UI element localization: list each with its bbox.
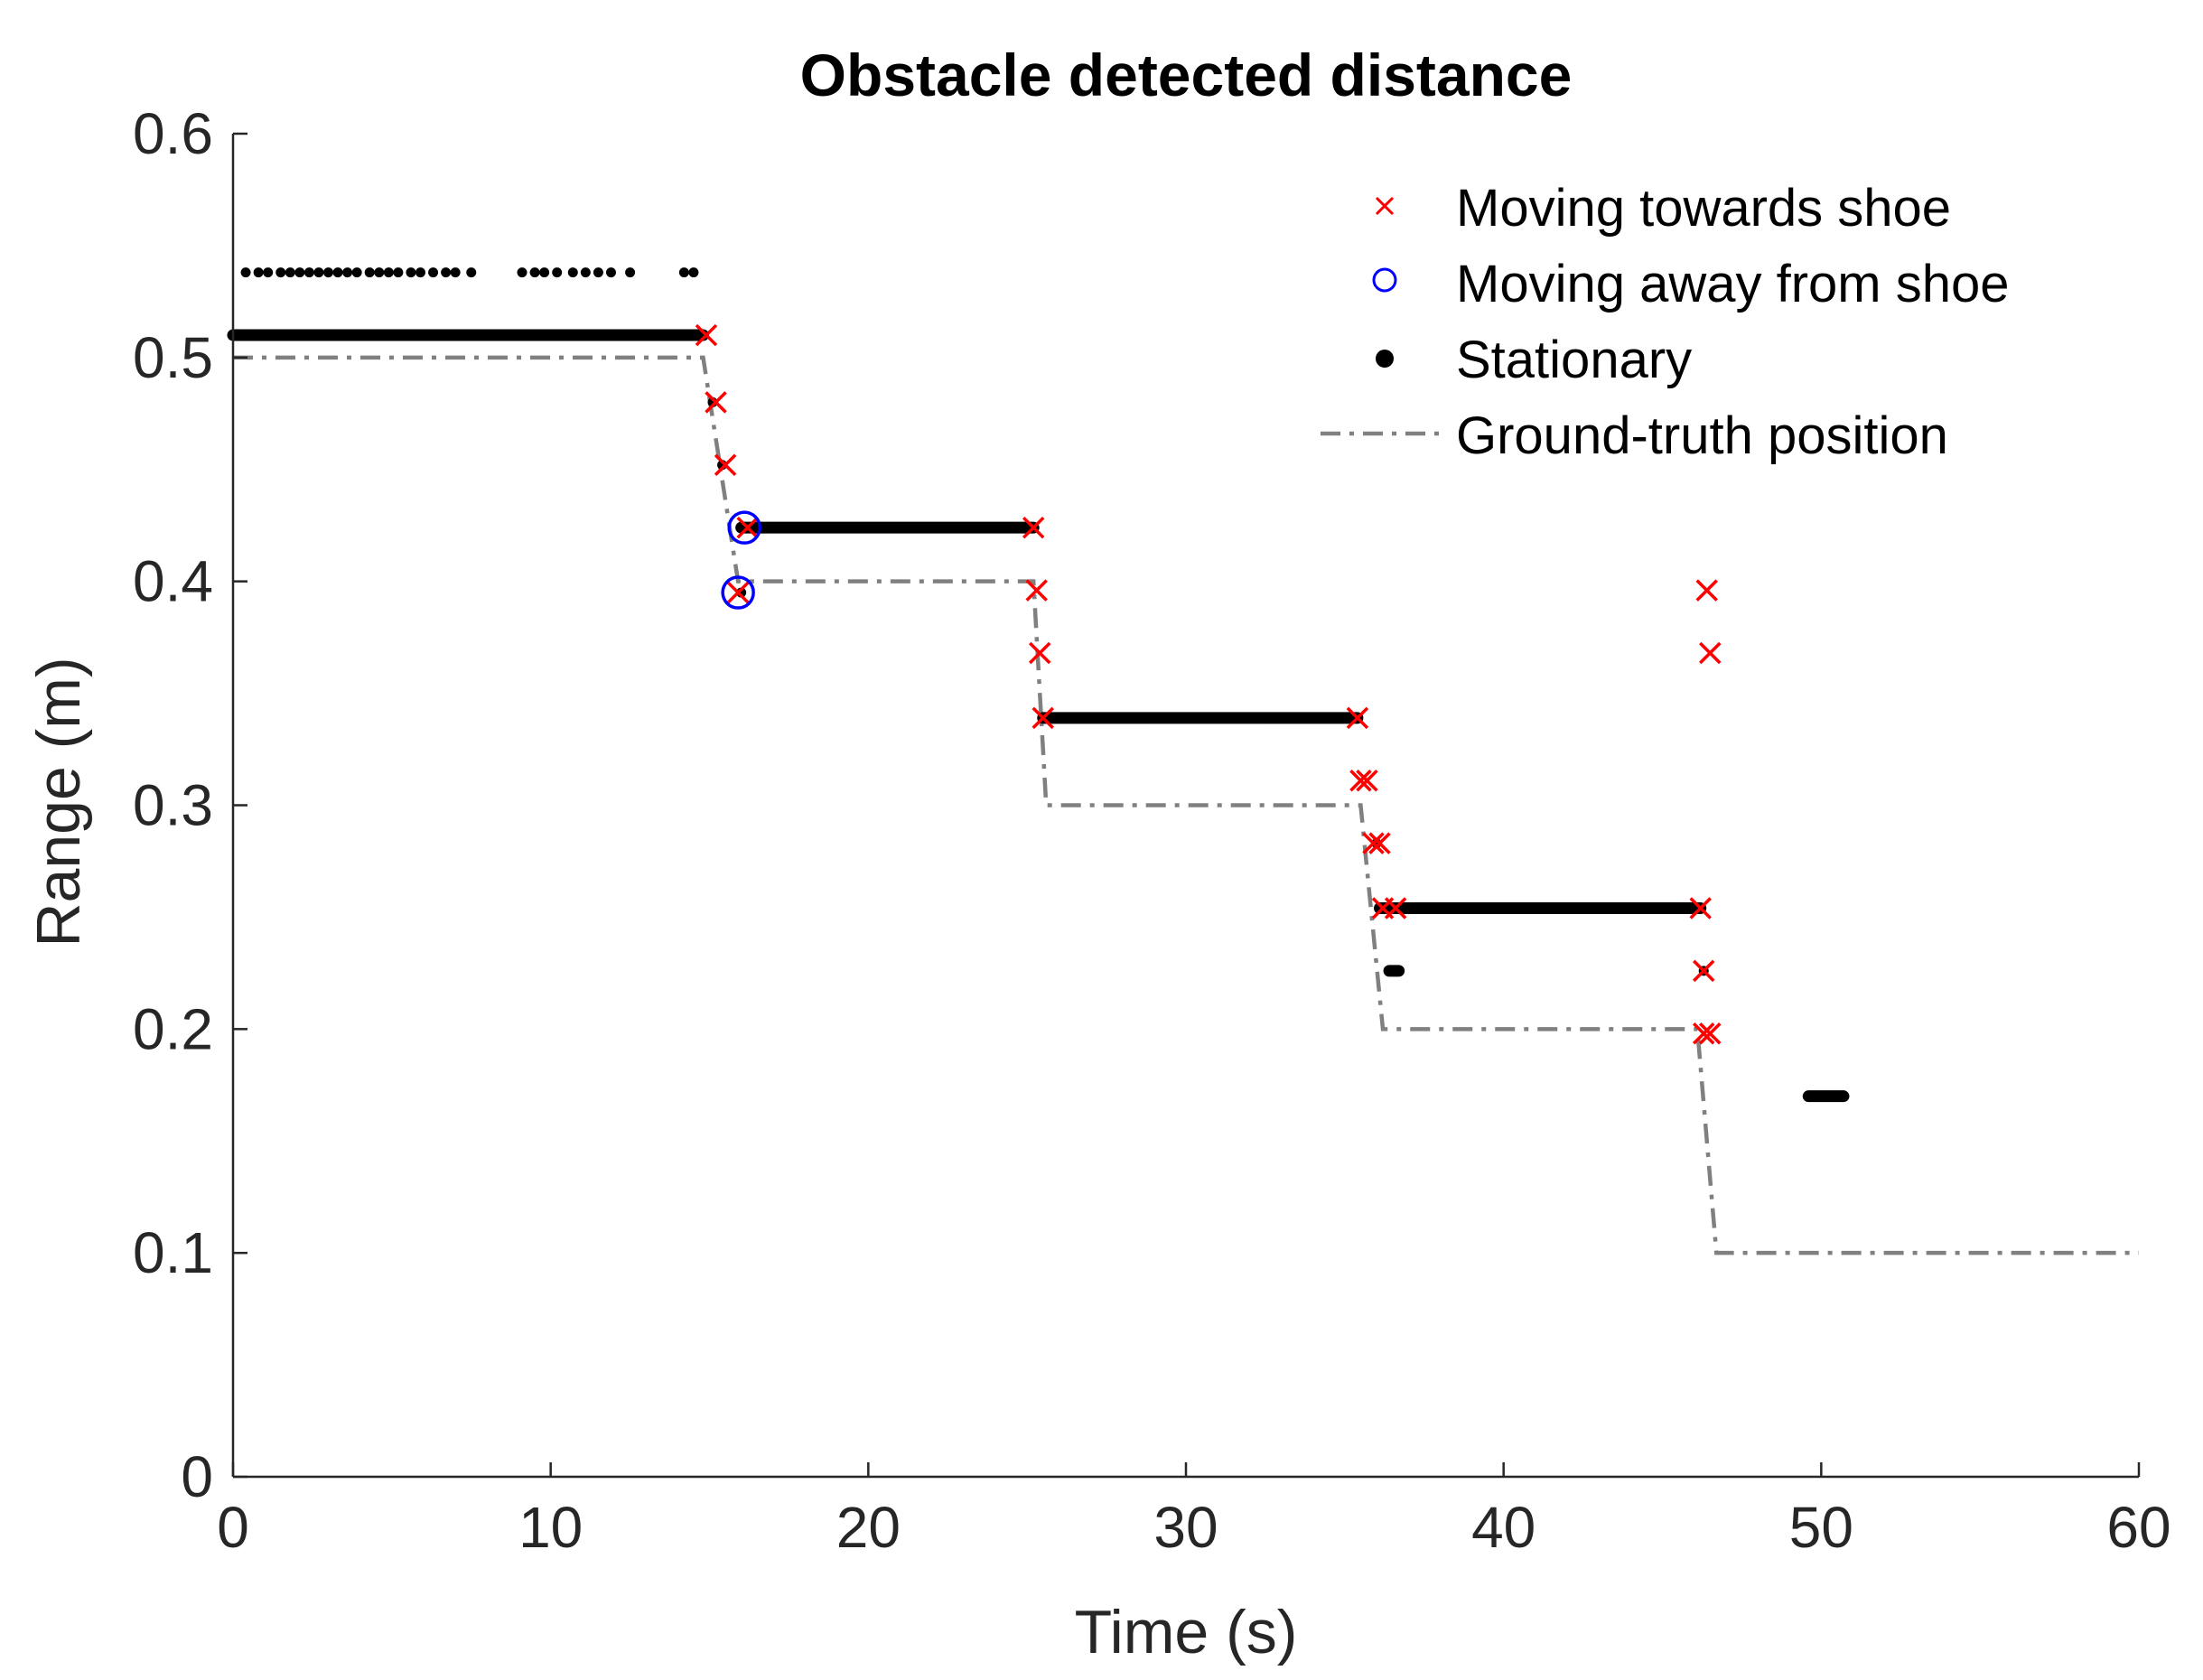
towards-point	[1692, 1022, 1715, 1045]
axes: 0 10 20 30 40 50 60 0 0.1 0.2 0.3 0.4 0.5 0.6	[133, 101, 2171, 1560]
towards-point	[714, 453, 737, 477]
x-tick-label: 50	[1789, 1495, 1853, 1560]
towards-point	[1699, 1022, 1722, 1045]
stationary-point	[342, 267, 353, 278]
towards-point	[1699, 641, 1722, 665]
stationary-point	[593, 267, 603, 278]
y-tick-label: 0	[181, 1444, 213, 1509]
stationary-point	[240, 267, 251, 278]
legend-label-away: Moving away from shoe	[1456, 255, 2009, 313]
x-tick-label: 30	[1153, 1495, 1218, 1560]
stationary-point	[374, 267, 385, 278]
x-axis-label: Time (s)	[1075, 1598, 1298, 1666]
stationary-point	[441, 267, 452, 278]
x-tick-label: 40	[1471, 1495, 1536, 1560]
stationary-point	[529, 267, 540, 278]
y-tick-label: 0.3	[133, 773, 213, 838]
towards-point	[1022, 516, 1045, 539]
y-tick-label: 0.5	[133, 325, 213, 390]
legend-x-marker-icon	[1375, 196, 1395, 216]
stationary-point	[466, 267, 477, 278]
legend-label-stationary: Stationary	[1456, 331, 1692, 389]
towards-point	[1346, 706, 1369, 730]
towards-point	[1349, 770, 1372, 792]
legend-entry-towards: Moving towards shoe	[1375, 179, 1951, 238]
y-tick-label: 0.1	[133, 1220, 213, 1285]
y-axis-ticks: 0 0.1 0.2 0.3 0.4 0.5 0.6	[133, 101, 247, 1509]
legend-entry-ground-truth: Ground-truth position	[1321, 406, 1948, 465]
x-tick-label: 0	[217, 1495, 249, 1560]
legend-dot-mark	[1376, 350, 1394, 368]
stationary-point	[450, 267, 461, 278]
y-tick-label: 0.4	[133, 549, 213, 614]
towards-point	[1692, 959, 1715, 983]
towards-point	[1362, 832, 1385, 854]
towards-point	[705, 391, 727, 414]
away-point	[727, 510, 761, 545]
stationary-point	[567, 267, 578, 278]
stationary-point	[275, 267, 286, 278]
towards-point	[1368, 832, 1391, 854]
away-layer	[721, 510, 761, 610]
towards-point	[1356, 770, 1378, 792]
towards-point	[726, 581, 750, 604]
legend-label-ground-truth: Ground-truth position	[1456, 406, 1948, 465]
stationary-point	[428, 267, 439, 278]
legend-circle-marker-icon	[1372, 267, 1397, 293]
stationary-point	[253, 267, 264, 278]
towards-point	[1695, 579, 1718, 602]
legend-label-towards: Moving towards shoe	[1456, 179, 1951, 238]
stationary-point	[605, 267, 616, 278]
stationary-point	[580, 267, 591, 278]
stationary-point	[678, 267, 689, 278]
y-tick-label: 0.6	[133, 101, 213, 166]
stationary-point	[552, 267, 563, 278]
stationary-point	[539, 267, 550, 278]
legend-entry-stationary: Stationary	[1376, 331, 1692, 389]
stationary-point	[332, 267, 343, 278]
stationary-point	[294, 267, 305, 278]
towards-point	[1025, 579, 1048, 602]
stationary-point	[406, 267, 416, 278]
legend-x-mark	[1375, 196, 1395, 216]
stationary-point	[323, 267, 333, 278]
towards-layer	[695, 323, 1722, 1045]
legend-dot-marker-icon	[1376, 350, 1394, 368]
stationary-point	[688, 267, 699, 278]
towards-point	[1031, 706, 1054, 730]
x-tick-label: 60	[2106, 1495, 2170, 1560]
stationary-point	[517, 267, 527, 278]
stationary-point	[351, 267, 362, 278]
plot-area	[227, 267, 2139, 1255]
y-tick-label: 0.2	[133, 996, 213, 1061]
stationary-point	[415, 267, 425, 278]
stationary-point	[393, 267, 404, 278]
towards-point	[736, 516, 759, 539]
away-point	[721, 575, 755, 610]
legend-circle-mark	[1372, 267, 1397, 293]
stationary-layer	[227, 267, 1850, 1103]
stationary-point	[285, 267, 295, 278]
y-axis-label: Range (m)	[24, 657, 93, 947]
x-tick-label: 20	[836, 1495, 901, 1560]
stationary-point	[303, 267, 314, 278]
stationary-point	[364, 267, 375, 278]
x-axis-ticks: 0 10 20 30 40 50 60	[217, 1462, 2171, 1560]
stationary-point	[263, 267, 274, 278]
towards-point	[1028, 641, 1051, 665]
x-tick-label: 10	[518, 1495, 583, 1560]
towards-point	[1689, 897, 1712, 919]
stationary-point	[625, 267, 636, 278]
legend-entry-away: Moving away from shoe	[1372, 255, 2009, 313]
towards-point	[695, 323, 718, 347]
stationary-point	[313, 267, 324, 278]
chart-title: Obstacle detected distance	[800, 42, 1573, 108]
stationary-point	[383, 267, 394, 278]
legend: Moving towards shoe Moving away from sho…	[1321, 179, 2009, 465]
towards-point	[1384, 897, 1407, 919]
